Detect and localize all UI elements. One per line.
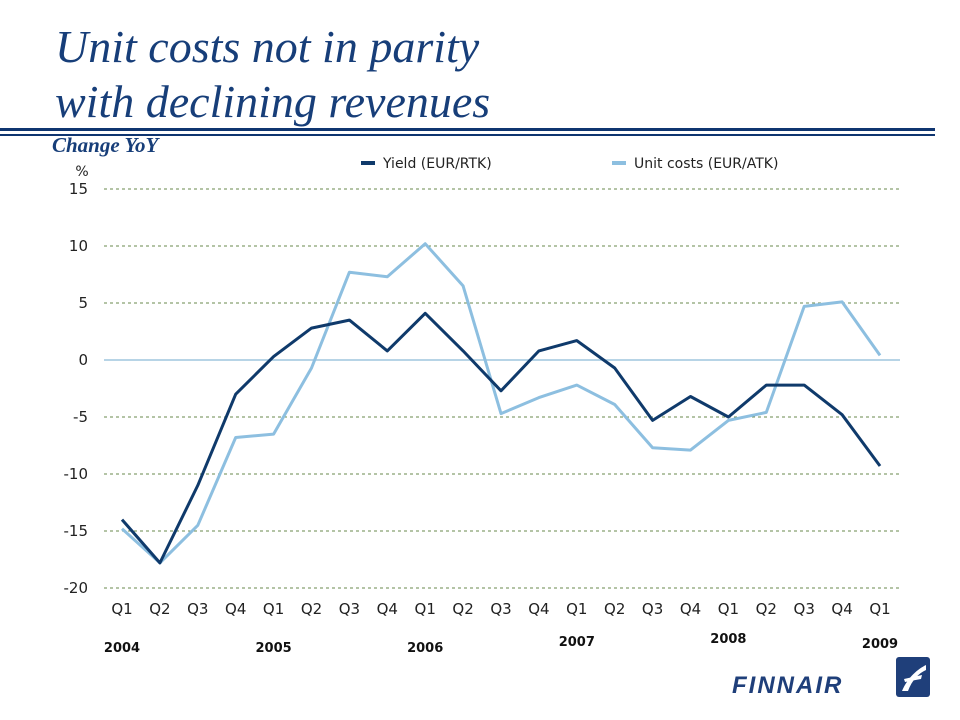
y-axis-label: % (75, 164, 88, 180)
x-tick-label: Q1 (263, 600, 284, 618)
x-tick-label: Q3 (642, 600, 663, 618)
x-tick-label: Q1 (566, 600, 587, 618)
x-tick-label: Q4 (831, 600, 852, 618)
legend-item-unit-costs-label: Unit costs (EUR/ATK) (634, 156, 778, 172)
x-tick-label: Q4 (528, 600, 549, 618)
year-label: 2009 (862, 637, 898, 652)
y-tick-label: 5 (78, 294, 88, 312)
page-title-line-2: with declining revenues (55, 76, 491, 127)
y-tick-label: -10 (64, 465, 89, 483)
year-label: 2008 (710, 632, 746, 647)
y-tick-label: 0 (78, 351, 88, 369)
finnair-logo: FINNAIR (732, 657, 930, 699)
chart-legend: Yield (EUR/RTK) Unit costs (EUR/ATK) (361, 156, 778, 172)
year-label: 2006 (407, 641, 443, 656)
x-tick-label: Q1 (415, 600, 436, 618)
page-title-line-1: Unit costs not in parity (55, 21, 480, 72)
x-tick-label: Q2 (149, 600, 170, 618)
year-label: 2005 (256, 641, 292, 656)
chart-grid (104, 188, 900, 589)
legend-item-yield-label: Yield (EUR/RTK) (382, 156, 492, 172)
x-tick-label: Q3 (490, 600, 511, 618)
x-tick-label: Q1 (869, 600, 890, 618)
chart-subtitle: Change YoY (52, 133, 159, 157)
finnair-f-emblem-icon (896, 657, 930, 697)
series-line-yield (120, 311, 882, 565)
x-tick-label: Q4 (225, 600, 246, 618)
x-tick-label: Q4 (680, 600, 701, 618)
series-line-unit-costs (120, 242, 882, 565)
finnair-wordmark: FINNAIR (732, 672, 843, 699)
x-tick-label: Q2 (604, 600, 625, 618)
x-tick-label: Q4 (377, 600, 398, 618)
y-tick-label: -15 (64, 522, 89, 540)
title-rule-thin (0, 134, 935, 136)
y-tick-label: -20 (64, 579, 89, 597)
x-tick-label: Q2 (756, 600, 777, 618)
year-label: 2007 (559, 635, 595, 650)
x-tick-label: Q2 (301, 600, 322, 618)
chart-axes: 15 10 5 0 -5 -10 -15 -20% Q1 Q2 Q3 Q4 Q1 Q2 Q3 Q4 Q1 Q2 Q3… (64, 164, 899, 656)
x-tick-label: Q1 (111, 600, 132, 618)
y-tick-label: -5 (73, 408, 88, 426)
x-tick-label: Q3 (187, 600, 208, 618)
year-label: 2004 (104, 641, 140, 656)
y-tick-label: 15 (69, 180, 88, 198)
x-tick-label: Q1 (718, 600, 739, 618)
chart-series (120, 242, 882, 565)
x-tick-label: Q3 (794, 600, 815, 618)
title-rule-thick (0, 128, 935, 131)
y-tick-label: 10 (69, 237, 88, 255)
x-tick-label: Q2 (452, 600, 473, 618)
x-tick-label: Q3 (339, 600, 360, 618)
